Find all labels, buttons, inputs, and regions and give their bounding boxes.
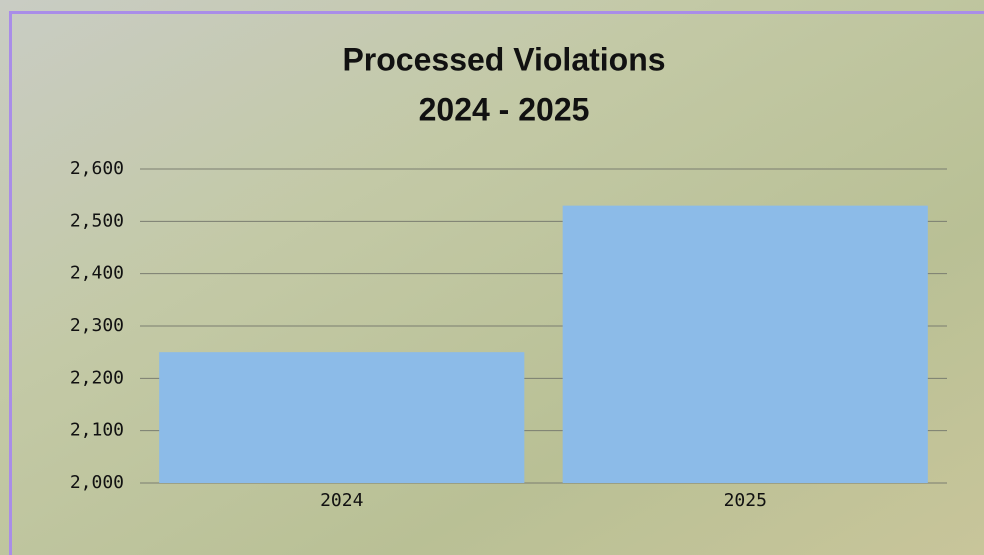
chart: Processed Violations 2024 - 2025 2,000 2,… bbox=[0, 0, 984, 555]
page: {"chart_data": {"type": "bar", "title": … bbox=[0, 0, 984, 555]
y-tick-label: 2,600 bbox=[70, 158, 124, 179]
bar bbox=[159, 352, 524, 483]
y-tick-label: 2,500 bbox=[70, 210, 124, 231]
y-tick-label: 2,200 bbox=[70, 367, 124, 388]
chart-title: 2024 - 2025 bbox=[419, 91, 590, 127]
y-tick-label: 2,400 bbox=[70, 263, 124, 284]
x-tick-label: 2024 bbox=[320, 490, 363, 511]
x-tick-label: 2025 bbox=[724, 490, 767, 511]
y-tick-label: 2,100 bbox=[70, 420, 124, 441]
y-tick-label: 2,000 bbox=[70, 472, 124, 493]
y-tick-label: 2,300 bbox=[70, 315, 124, 336]
chart-title: Processed Violations bbox=[342, 41, 665, 77]
bar bbox=[563, 206, 928, 483]
